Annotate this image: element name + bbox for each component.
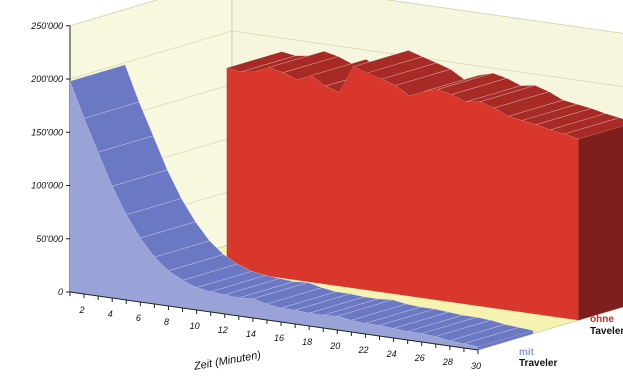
y-tick-label: 100'000	[31, 181, 63, 191]
gridline	[69, 30, 623, 87]
y-tick-label: 50'000	[36, 234, 63, 244]
x-axis-line	[69, 291, 479, 351]
x-tick-label: 28	[442, 357, 453, 367]
x-tick-label: 2	[79, 305, 85, 315]
y-tick-label: 250'000	[30, 21, 63, 31]
x-tick-label: 14	[246, 329, 256, 339]
y-tick-label: 200'000	[30, 74, 63, 84]
series-label-ohne-line2: Taveler	[590, 326, 623, 337]
series-label-mit-line1: mit	[519, 347, 535, 358]
x-tick-label: 30	[471, 361, 481, 371]
x-tick-label: 18	[302, 337, 312, 347]
x-tick-label: 12	[218, 325, 228, 335]
x-tick-label: 26	[414, 353, 425, 363]
x-tick-label: 6	[136, 313, 141, 323]
mit-series-front-face	[70, 81, 478, 350]
x-tick-label: 24	[386, 349, 397, 359]
x-tick-label: 20	[329, 341, 340, 351]
mit-series-side-face	[478, 330, 534, 350]
y-tick-label: 0	[58, 287, 63, 297]
y-tick-label: 150'000	[31, 127, 63, 137]
x-tick-label: 16	[274, 333, 284, 343]
x-tick-label: 4	[108, 309, 113, 319]
gridline	[69, 0, 623, 34]
ohne-series-front-face	[226, 66, 579, 321]
x-tick-label: 22	[357, 345, 368, 355]
x-tick-label: 10	[190, 321, 200, 331]
x-axis-title: Zeit (Minuten)	[192, 349, 262, 373]
x-tick-label: 8	[164, 317, 169, 327]
ohne-series-side-face	[578, 126, 623, 321]
series-label-mit-line2: Traveler	[519, 358, 557, 369]
series-label-ohne-line1: ohne	[590, 314, 614, 325]
